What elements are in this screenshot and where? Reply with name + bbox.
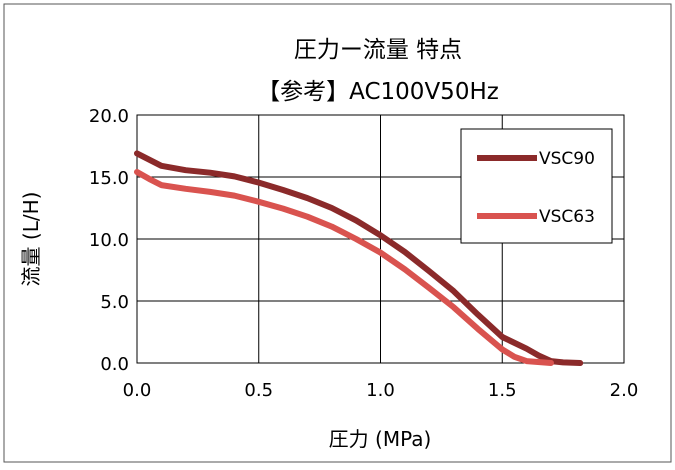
y-tick-label: 20.0 xyxy=(89,106,129,127)
legend-label-vsc90: VSC90 xyxy=(539,149,595,169)
series-line-vsc63 xyxy=(134,169,554,366)
x-axis-label: 圧力 (MPa) xyxy=(329,427,432,451)
series-line-vsc90 xyxy=(134,150,584,366)
chart-subtitle: 【参考】AC100V50Hz xyxy=(257,79,499,105)
chart-title: 圧力ー流量 特点 xyxy=(294,37,462,63)
legend-label-vsc63: VSC63 xyxy=(539,207,595,227)
y-tick-label: 15.0 xyxy=(89,168,129,189)
x-tick-label: 1.5 xyxy=(488,380,517,401)
y-tick-label: 10.0 xyxy=(89,230,129,251)
axis-ticks: 0.0 0.5 1.0 1.5 2.0 0.0 5.0 10.0 15.0 20.0 xyxy=(89,106,638,401)
x-tick-label: 0.5 xyxy=(244,380,273,401)
legend-box xyxy=(460,128,613,244)
plot-area-border xyxy=(136,114,625,364)
series-lines xyxy=(134,150,584,366)
x-tick-label: 2.0 xyxy=(610,380,639,401)
x-tick-label: 1.0 xyxy=(366,380,395,401)
y-axis-label: 流量 (L/H) xyxy=(19,192,43,287)
x-tick-label: 0.0 xyxy=(123,380,152,401)
legend: VSC90 VSC63 xyxy=(460,128,613,244)
y-tick-label: 5.0 xyxy=(100,292,129,313)
y-tick-label: 0.0 xyxy=(100,354,129,375)
